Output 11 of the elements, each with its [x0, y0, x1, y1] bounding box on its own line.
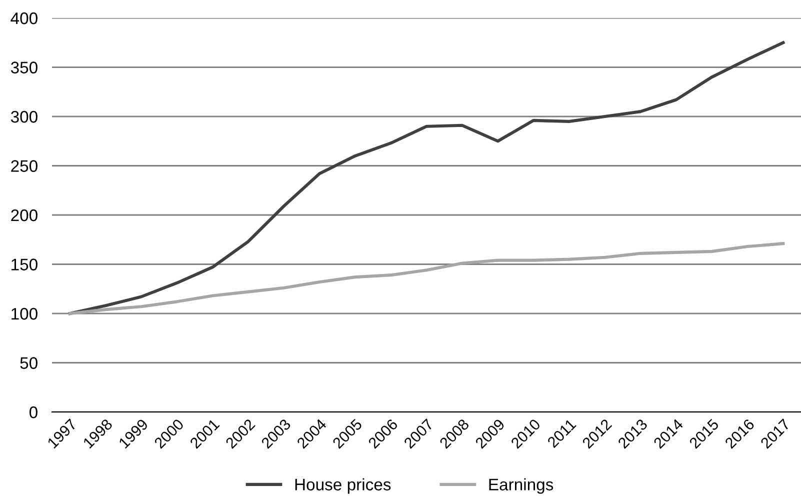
y-tick-label: 50	[20, 357, 38, 369]
y-tick-label: 150	[12, 258, 38, 270]
y-tick-label: 200	[11, 209, 38, 222]
y-tick-label: 0	[29, 406, 38, 418]
y-tick-label: 100	[12, 308, 38, 320]
y-tick-label: 350	[10, 62, 38, 74]
y-tick-label: 250	[11, 160, 38, 172]
y-tick-label: 400	[10, 12, 38, 24]
y-tick-label: 300	[10, 110, 38, 123]
legend-label: House prices	[295, 478, 391, 494]
legend-label: Earnings	[489, 478, 554, 494]
